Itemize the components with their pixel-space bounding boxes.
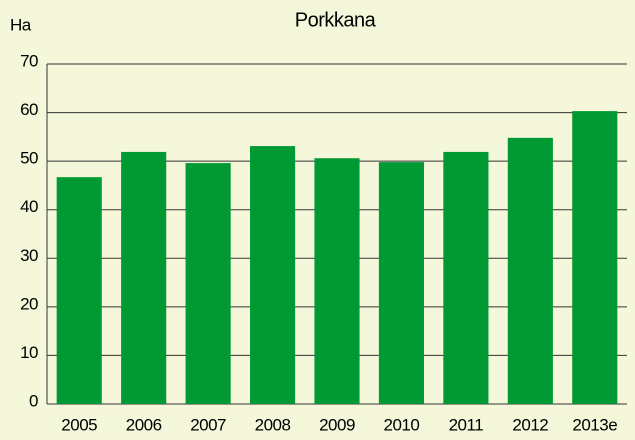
bar [314, 158, 360, 404]
y-tick-label: 20 [20, 294, 38, 313]
x-tick-label: 2006 [126, 415, 162, 434]
y-tick-label: 10 [20, 343, 38, 362]
x-tick-label: 2013e [572, 415, 617, 434]
y-tick-label: 30 [20, 246, 38, 265]
bar [56, 177, 102, 404]
x-tick-label: 2008 [255, 415, 291, 434]
bar [378, 162, 424, 404]
y-tick-label: 50 [20, 149, 38, 168]
x-tick-label: 2005 [61, 415, 97, 434]
bar [572, 111, 618, 404]
chart-title: Porkkana [295, 9, 377, 31]
x-tick-label: 2012 [512, 415, 548, 434]
y-tick-label: 60 [20, 100, 38, 119]
x-tick-label: 2010 [384, 415, 420, 434]
bar [443, 151, 489, 404]
bar [185, 163, 231, 404]
y-tick-label: 70 [20, 51, 38, 70]
x-tick-label: 2007 [190, 415, 226, 434]
bar [121, 151, 167, 404]
y-axis-label: Ha [10, 15, 32, 34]
y-tick-label: 40 [20, 197, 38, 216]
bar [250, 146, 296, 405]
y-tick-label: 0 [29, 391, 38, 410]
x-tick-label: 2009 [319, 415, 355, 434]
x-tick-label: 2011 [449, 415, 484, 434]
bar [507, 137, 553, 405]
